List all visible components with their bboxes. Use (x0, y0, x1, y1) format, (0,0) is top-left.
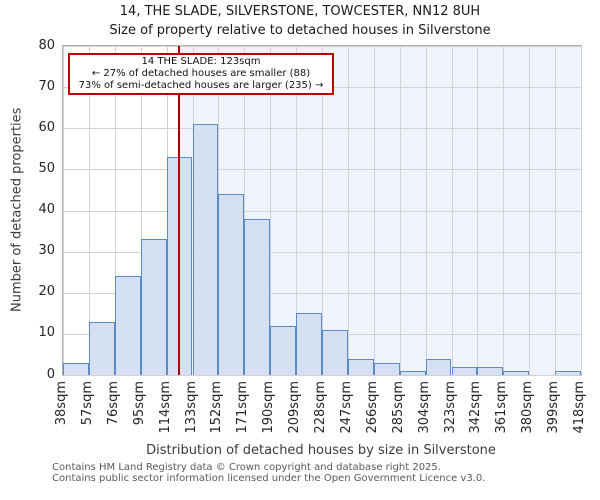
x-tick-label: 418sqm (572, 381, 587, 434)
histogram-bar (270, 325, 297, 375)
x-tick-label: 152sqm (209, 381, 225, 434)
histogram-bar (140, 239, 167, 375)
histogram-bar (373, 362, 400, 375)
x-tick-label: 342sqm (468, 381, 484, 434)
y-tick-label: 0 (46, 366, 55, 382)
footer-attribution: Contains HM Land Registry data © Crown c… (52, 462, 485, 484)
histogram-bar (425, 358, 452, 375)
y-tick-label: 50 (38, 160, 55, 176)
vertical-gridline (503, 46, 505, 375)
page-title: 14, THE SLADE, SILVERSTONE, TOWCESTER, N… (119, 4, 481, 19)
property-size-marker-line (177, 46, 180, 375)
x-tick-label: 228sqm (313, 381, 328, 434)
vertical-gridline (140, 46, 142, 375)
x-tick-label: 323sqm (442, 381, 458, 434)
x-tick-label: 38sqm (54, 381, 69, 426)
histogram-bar (296, 313, 322, 375)
histogram-bar (451, 366, 478, 375)
x-tick-label: 266sqm (364, 381, 380, 434)
x-axis-title: Distribution of detached houses by size … (146, 443, 496, 458)
vertical-gridline (347, 46, 349, 375)
horizontal-gridline (63, 375, 581, 376)
vertical-gridline (425, 46, 427, 375)
x-tick-label: 399sqm (546, 381, 562, 434)
x-tick-label: 133sqm (183, 381, 199, 434)
vertical-gridline (581, 46, 582, 375)
vertical-gridline (555, 46, 557, 375)
footer-attribution-line1: Contains HM Land Registry data © Crown c… (52, 462, 441, 473)
vertical-gridline (322, 46, 323, 375)
x-tick-label: 114sqm (157, 381, 173, 434)
histogram-bar (218, 194, 245, 375)
annotation-box: 14 THE SLADE: 123sqm ← 27% of detached h… (68, 53, 334, 95)
y-tick-label: 20 (38, 284, 55, 300)
vertical-gridline (244, 46, 246, 375)
x-tick-label: 247sqm (338, 381, 354, 434)
plot-area: 14 THE SLADE: 123sqm ← 27% of detached h… (62, 45, 582, 376)
histogram-bar (347, 358, 374, 375)
histogram-bar (555, 370, 581, 375)
y-tick-label: 60 (38, 119, 55, 135)
histogram-bar (399, 370, 426, 375)
x-tick-label: 285sqm (390, 381, 406, 434)
x-tick-label: 361sqm (494, 381, 510, 434)
annotation-larger-stat: 73% of semi-detached houses are larger (… (78, 80, 324, 91)
y-tick-label: 70 (38, 78, 55, 94)
vertical-gridline (296, 46, 298, 375)
vertical-gridline (451, 46, 453, 375)
histogram-bar (114, 276, 141, 375)
vertical-gridline (373, 46, 375, 375)
x-tick-label: 57sqm (79, 381, 95, 426)
vertical-gridline (399, 46, 401, 375)
histogram-bar (503, 370, 530, 375)
vertical-gridline (270, 46, 272, 375)
y-tick-label: 10 (38, 325, 55, 341)
vertical-gridline (529, 46, 531, 375)
x-tick-label: 171sqm (235, 381, 251, 434)
histogram-bar (63, 362, 89, 375)
x-tick-label: 76sqm (105, 381, 121, 426)
x-tick-label: 380sqm (520, 381, 536, 434)
y-tick-label: 30 (38, 243, 55, 259)
histogram-bar (88, 321, 115, 375)
histogram-bar (244, 218, 271, 375)
x-tick-label: 95sqm (131, 381, 147, 426)
histogram-bar (192, 124, 219, 375)
vertical-gridline (477, 46, 479, 375)
histogram-bar (477, 366, 504, 375)
x-tick-label: 304sqm (416, 381, 432, 434)
annotation-smaller-stat: ← 27% of detached houses are smaller (88… (91, 68, 311, 79)
annotation-property-size: 14 THE SLADE: 123sqm (141, 56, 261, 67)
x-tick-label: 190sqm (261, 381, 277, 434)
x-tick-label: 209sqm (287, 381, 303, 434)
page-subtitle: Size of property relative to detached ho… (109, 23, 491, 38)
y-tick-label: 80 (38, 37, 55, 53)
y-tick-label: 40 (38, 202, 55, 217)
histogram-bar (322, 329, 348, 375)
footer-attribution-line2: Contains public sector information licen… (52, 473, 486, 484)
vertical-gridline (114, 46, 116, 375)
vertical-gridline (88, 46, 90, 375)
vertical-gridline (63, 46, 64, 375)
